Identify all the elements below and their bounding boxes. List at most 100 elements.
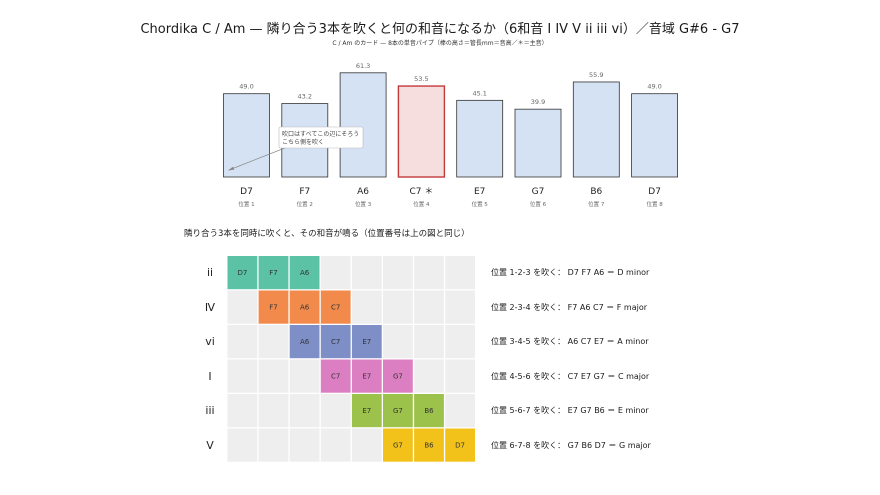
bar-value-label: 39.9 xyxy=(531,98,545,106)
bar-note-label: D7 xyxy=(648,187,661,197)
chord-cell xyxy=(289,290,320,324)
chord-cell xyxy=(383,394,413,428)
empty-cell xyxy=(383,256,413,290)
empty-cell xyxy=(258,428,289,462)
bar-value-label: 55.9 xyxy=(589,71,603,79)
bar-note-label: F7 xyxy=(299,187,310,197)
empty-cell xyxy=(351,290,382,324)
chord-cell-note: E7 xyxy=(362,373,371,381)
chord-cell xyxy=(351,325,382,359)
chord-description: 位置 1-2-3 を吹く： D7 F7 A6 ＝ D minor xyxy=(491,268,650,277)
empty-cell xyxy=(320,256,351,290)
bar-position-label: 位置 3 xyxy=(355,200,372,208)
chord-cell-note: G7 xyxy=(393,407,403,415)
bar-position-label: 位置 1 xyxy=(238,200,254,208)
chord-cell xyxy=(289,325,320,359)
bar-note-label: E7 xyxy=(474,187,485,197)
empty-cell xyxy=(445,359,475,393)
chord-numeral: Ⅳ xyxy=(204,300,216,314)
matrix-section-label: 隣り合う3本を同時に吹くと、その和音が鳴る（位置番号は上の図と同じ） xyxy=(184,229,470,239)
bar-value-label: 45.1 xyxy=(472,89,486,97)
empty-cell xyxy=(445,290,475,324)
chord-cell xyxy=(258,256,289,290)
empty-cell xyxy=(414,256,444,290)
chord-cell xyxy=(351,394,382,428)
pipe-length-bar-chart: 49.0 D7 位置 1 43.2 F7 位置 2 61.3 A6 位置 3 53.5 C7 ＊ 位置… xyxy=(223,62,678,208)
chord-cell-note: C7 xyxy=(331,338,340,346)
bar-note-label: A6 xyxy=(357,187,369,197)
chord-cell xyxy=(383,359,413,393)
chord-cell xyxy=(445,428,475,462)
bar-value-label: 49.0 xyxy=(239,83,253,91)
chord-numeral: Ⅰ xyxy=(208,369,212,383)
chord-description: 位置 3-4-5 を吹く： A6 C7 E7 ＝ A minor xyxy=(491,337,649,346)
chord-cell xyxy=(351,359,382,393)
chord-cell xyxy=(320,290,351,324)
bar-note-label: G7 xyxy=(532,187,545,197)
empty-cell xyxy=(445,394,475,428)
chord-cell-note: B6 xyxy=(424,407,434,415)
bar-position-label: 位置 6 xyxy=(530,200,547,208)
chord-numeral: vi xyxy=(205,335,215,348)
empty-cell xyxy=(227,428,258,462)
chord-cell xyxy=(320,325,351,359)
chord-numeral: iii xyxy=(205,404,215,417)
chord-cell-note: C7 xyxy=(331,304,340,312)
empty-cell xyxy=(258,394,289,428)
chord-cell-note: F7 xyxy=(269,304,277,312)
chord-cell-note: F7 xyxy=(269,269,277,277)
chord-cell-note: A6 xyxy=(300,338,310,346)
chord-description: 位置 5-6-7 を吹く： E7 G7 B6 ＝ E minor xyxy=(491,406,649,415)
chord-numeral: ii xyxy=(206,266,214,279)
bar-position-label: 位置 4 xyxy=(413,200,430,208)
empty-cell xyxy=(227,325,258,359)
empty-cell xyxy=(320,428,351,462)
chord-cell xyxy=(258,290,289,324)
bar-position-label: 位置 5 xyxy=(472,200,489,208)
empty-cell xyxy=(383,290,413,324)
annotation-arrow-head xyxy=(228,166,235,171)
empty-cell xyxy=(227,290,258,324)
chord-cell-note: E7 xyxy=(362,407,371,415)
chord-description: 位置 2-3-4 を吹く： F7 A6 C7 ＝ F major xyxy=(491,302,648,312)
annotation-text: こちら側を吹く xyxy=(282,138,324,146)
bar-7 xyxy=(572,81,620,178)
bar-value-label: 43.2 xyxy=(298,93,312,101)
empty-cell xyxy=(227,394,258,428)
empty-cell xyxy=(351,256,382,290)
bar-note-label: D7 xyxy=(240,187,253,197)
empty-cell xyxy=(289,428,320,462)
chord-cell-note: A6 xyxy=(300,304,310,312)
chord-cell-note: G7 xyxy=(393,442,403,450)
annotation-text: 吹口はすべてこの辺にそろう xyxy=(282,130,359,138)
empty-cell xyxy=(414,290,444,324)
chord-cell-note: E7 xyxy=(362,338,371,346)
chord-cell-note: D7 xyxy=(455,442,465,450)
empty-cell xyxy=(289,394,320,428)
empty-cell xyxy=(289,359,320,393)
chord-description: 位置 6-7-8 を吹く： G7 B6 D7 ＝ G major xyxy=(491,440,651,450)
bar-position-label: 位置 2 xyxy=(297,200,313,208)
chord-cell xyxy=(414,428,444,462)
chord-cell xyxy=(227,256,258,290)
empty-cell xyxy=(414,325,444,359)
bar-6 xyxy=(514,108,562,178)
chord-cell-note: C7 xyxy=(331,373,340,381)
empty-cell xyxy=(383,325,413,359)
chord-cell xyxy=(320,359,351,393)
bar-position-label: 位置 8 xyxy=(646,200,663,208)
empty-cell xyxy=(258,325,289,359)
bar-value-label: 61.3 xyxy=(356,62,370,70)
empty-cell xyxy=(414,359,444,393)
chord-cell xyxy=(289,256,320,290)
bar-5 xyxy=(456,99,504,178)
chord-cell-note: D7 xyxy=(237,269,247,277)
empty-cell xyxy=(320,394,351,428)
bar-note-label: C7 ＊ xyxy=(409,187,433,197)
empty-cell xyxy=(351,428,382,462)
empty-cell xyxy=(445,256,475,290)
bar-note-label: B6 xyxy=(590,187,602,197)
bar-position-label: 位置 7 xyxy=(588,200,605,208)
page-title: Chordika C / Am — 隣り合う3本を吹くと何の和音になるか（6和音… xyxy=(140,22,740,37)
